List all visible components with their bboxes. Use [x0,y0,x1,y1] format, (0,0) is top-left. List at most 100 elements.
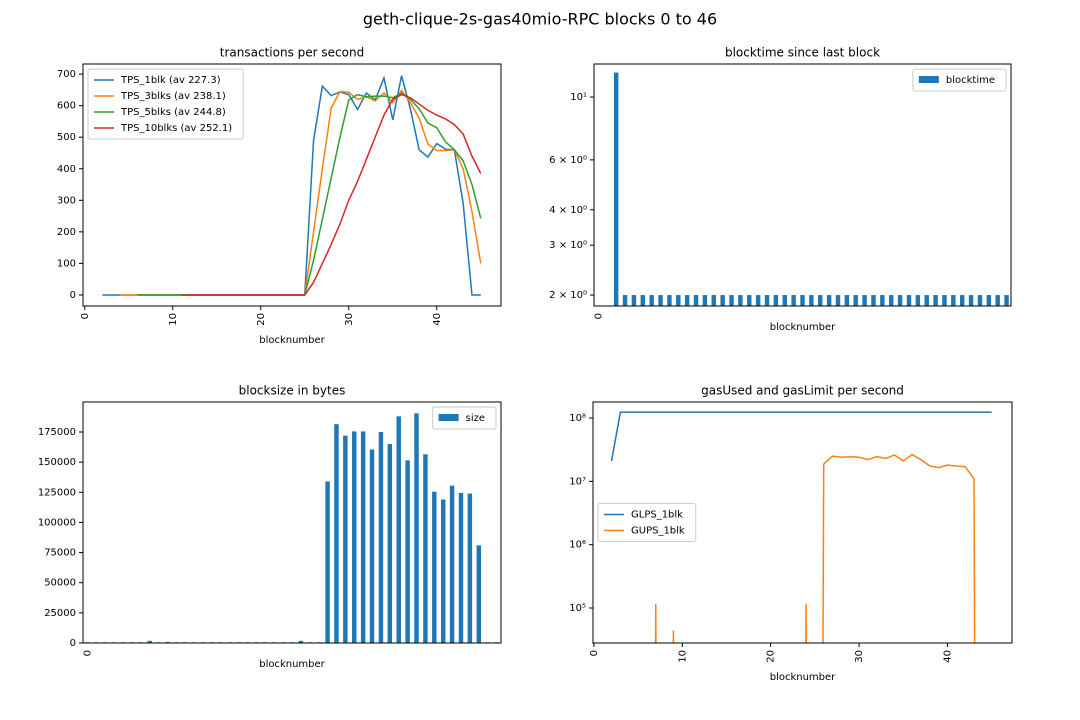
plot-area [85,413,499,643]
subplot: blocksize in bytes 0 25000 50000 75000 100000… [38,384,502,670]
line [181,93,482,296]
bar [325,481,330,643]
x-axis-label: blocknumber [770,672,836,683]
axes-frame [592,401,1013,644]
x-tick-label: 0 [589,650,600,656]
legend: GLPS_1blk GUPS_1blk [597,503,697,542]
bar [676,295,681,306]
bar [924,295,929,306]
bar [449,485,455,643]
bar [942,295,947,306]
bar [476,545,481,643]
y-tick-label: 150000 [38,457,76,468]
bar [959,295,965,306]
legend-frame [912,68,1007,92]
x-axis-label: blocknumber [259,659,325,670]
legend: size [432,406,497,430]
x-tick-label: 10 [677,650,688,663]
legend: TPS_1blk (av 227.3) TPS_3blks (av 238.1) T… [87,68,244,140]
legend-swatch [918,76,939,83]
bar [977,295,983,306]
x-tick-label: 20 [256,313,267,326]
y-tick-label: 10⁵ [569,603,586,614]
subplot-title: blocksize in bytes [239,384,346,398]
bar [915,295,921,306]
x-tick-label: 40 [942,650,953,663]
bar [693,295,699,306]
bar [738,295,743,306]
y-tick-label: 10⁶ [569,540,586,551]
bar [649,295,654,306]
bar [440,499,446,643]
bar [1004,295,1009,306]
bar [995,295,1000,306]
bar [986,295,992,306]
legend-label: blocktime [946,75,995,86]
bar [658,295,663,306]
y-tick-label: 700 [57,69,76,80]
y-tick-label: 200 [57,227,76,238]
legend-frame [432,406,497,430]
bar [853,295,858,306]
legend-frame [87,68,244,140]
subplot: transactions per second01002003004005006… [57,46,502,346]
bar [933,295,938,306]
bar [667,295,672,306]
subplot-title: transactions per second [220,46,364,60]
bar [791,295,796,306]
bar [467,493,473,643]
line [610,411,992,462]
bar [871,295,876,306]
bar [889,295,894,306]
legend-label: GLPS_1blk [631,510,683,521]
axes-frame [82,63,502,307]
bar [826,295,832,306]
bar [458,492,464,643]
bar [720,295,725,306]
plot-area [102,75,482,296]
subplot: blocktime since last block 2 × 10⁰ 3 × 10⁰… [549,46,1012,333]
y-tick-label: 0 [70,290,76,301]
bar [764,295,770,306]
bar [684,295,690,306]
y-tick-label: 6 × 10⁰ [549,155,587,166]
bar [968,295,974,306]
bar [334,424,339,643]
y-tick-label: 2 × 10⁰ [549,290,587,301]
axes-frame [82,401,502,644]
bar [951,295,956,306]
plot-area [610,411,992,643]
bar [352,431,357,643]
legend: blocktime [912,68,1007,92]
bar [906,295,912,306]
x-tick-label: 30 [344,313,355,326]
y-tick-label: 4 × 10⁰ [549,205,587,216]
bar [622,295,628,306]
y-tick-label: 50000 [44,578,76,589]
bar [631,295,637,306]
legend-swatch [438,414,459,421]
x-axis-label: blocknumber [259,335,325,346]
y-tick-label: 175000 [38,427,76,438]
bar [396,416,401,643]
x-tick-label: 10 [168,313,179,326]
bar [147,640,152,643]
bar [773,295,779,306]
y-tick-label: 75000 [44,548,76,559]
y-tick-label: 300 [57,195,76,206]
bar [818,295,823,306]
bar [755,295,761,306]
legend-frame [597,503,697,542]
axes-frame [593,63,1012,307]
y-tick-label: 0 [70,638,76,649]
plot-area [613,72,1009,306]
bar [360,431,366,643]
y-tick-label: 125000 [38,487,76,498]
bar [747,295,752,306]
y-tick-label: 100 [57,258,76,269]
legend-label: TPS_5blks (av 244.8) [120,107,226,118]
bar [897,295,903,306]
bar [800,295,805,306]
bar [640,295,646,306]
